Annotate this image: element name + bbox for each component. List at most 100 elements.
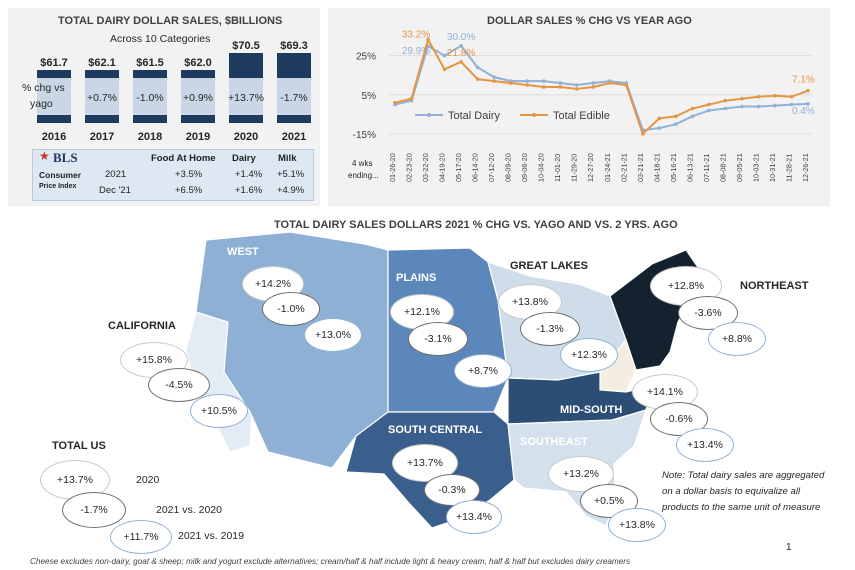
x-tick-label: 07-11-21 [702,154,711,182]
series-point [442,67,447,72]
bls-logo: BLS [53,150,78,165]
bar-base-2018 [133,115,167,123]
bar-band-2020 [229,78,263,115]
total-bubble-vs-2019: +11.7% [110,520,172,554]
series-point [773,93,777,98]
left-chart-title: TOTAL DAIRY DOLLAR SALES, $BILLIONS [58,15,283,27]
x-tick-label: 09-06-20 [520,153,529,182]
x-tick-label: 05-16-21 [669,153,678,182]
series-point [508,81,513,85]
line-chart-title: DOLLAR SALES % CHG VS YEAR AGO [487,15,692,27]
bls-row2-milk: +4.9% [277,185,305,196]
weeks-label-line2: ending... [348,171,379,180]
region-label-great-lakes: GREAT LAKES [510,260,589,272]
plains-bubble-vs-2020: -3.1% [408,322,468,356]
bls-row1-food: +3.5% [175,169,203,180]
bls-header-food: Food At Home [151,153,216,164]
x-tick-label: 12-27-20 [586,153,595,182]
series-point [492,75,496,79]
mid-south-bubble-vs-2019: +13.4% [676,428,734,462]
series-point [525,83,529,87]
bar-value-label: $70.5 [232,40,260,52]
series-point [591,85,596,89]
legend-marker [532,113,536,117]
series-point [641,132,645,136]
bls-row1-label: 2021 [105,169,127,180]
x-tick-label: 09-05-21 [735,153,744,182]
northeast-bubble-vs-2019: +8.8% [708,322,766,356]
series-line-total-edible [394,36,809,136]
series-point [657,126,662,130]
series-point [475,65,480,70]
pct-row-label-line2: yago [30,98,53,110]
series-point [690,106,695,111]
bar-band-2016 [37,78,71,115]
bls-header-dairy: Dairy [232,153,256,164]
x-tick-label: 04-18-21 [652,153,661,182]
bar-value-label: $61.5 [136,57,164,69]
bls-cpi-table: ★ BLS Consumer Price Index Food At Home … [32,149,314,201]
bar-band-2021 [277,78,311,115]
data-label: 29.9% [402,46,430,57]
series-point [525,79,529,83]
bls-logo-star: ★ [39,149,50,163]
pct-chg-label: -1.7% [280,92,307,104]
total-label-2021-vs-2020: 2021 vs. 2020 [156,504,222,516]
bls-row2-dairy: +1.6% [235,185,263,196]
series-point [409,96,414,101]
series-point [674,122,678,126]
pct-chg-label: +0.9% [183,92,213,104]
series-point [789,94,794,99]
series-point [723,106,728,111]
series-point [740,104,744,109]
series-point [393,100,397,105]
x-tick-label: 06-13-21 [685,153,694,182]
series-point [574,87,579,91]
great-lakes-bubble-vs-2019: +12.3% [560,338,618,372]
bar-value-label: $69.3 [280,40,308,52]
x-tick-label: 11-29-20 [570,154,579,182]
bar-base-2021 [277,115,311,123]
series-point [442,53,447,58]
data-label: 7.1% [792,75,815,86]
bls-row2-food: +6.5% [175,185,203,196]
region-label-west: WEST [227,246,259,258]
region-label-south-central: SOUTH CENTRAL [388,424,483,436]
series-point [690,114,695,119]
y-tick-label: -15% [353,130,376,141]
series-point [806,88,810,93]
bar-top-2021 [277,53,311,78]
series-point [459,44,463,48]
x-tick-label: 08-08-21 [718,153,727,182]
x-tick-label: 03-22-20 [421,153,430,182]
x-tick-label: 04-19-20 [438,153,447,182]
pct-chg-label: -1.0% [136,92,163,104]
region-label-total-us: TOTAL US [52,440,106,452]
bar-top-2017 [85,70,119,78]
series-point [591,81,596,85]
region-label-southeast: SOUTHEAST [520,436,588,448]
bar-base-2016 [37,115,71,123]
x-tick-label: 12-26-21 [801,153,810,182]
x-tick-label: 06-14-20 [471,153,480,182]
bar-base-2019 [181,115,215,123]
series-point [806,102,810,106]
y-tick-label: 25% [356,52,376,63]
legend-marker [427,113,431,117]
series-point [541,85,546,89]
series-point [541,79,546,83]
bls-label-consumer: Consumer [39,170,82,180]
pct-chg-label: +0.7% [87,92,117,104]
x-tick-label: 03-21-21 [636,153,645,182]
bar-base-2020 [229,115,263,123]
total-label-2021-vs-2019: 2021 vs. 2019 [178,530,244,542]
series-point [674,114,678,119]
x-tick-label: 10-31-21 [768,153,777,182]
series-point [558,85,562,89]
x-tick-label: 11-01-20 [553,154,562,182]
series-point [558,81,562,85]
page-number: 1 [786,542,792,553]
legend-label: Total Edible [553,110,610,122]
bls-header-milk: Milk [278,153,297,164]
bar-value-label: $62.0 [184,57,212,69]
